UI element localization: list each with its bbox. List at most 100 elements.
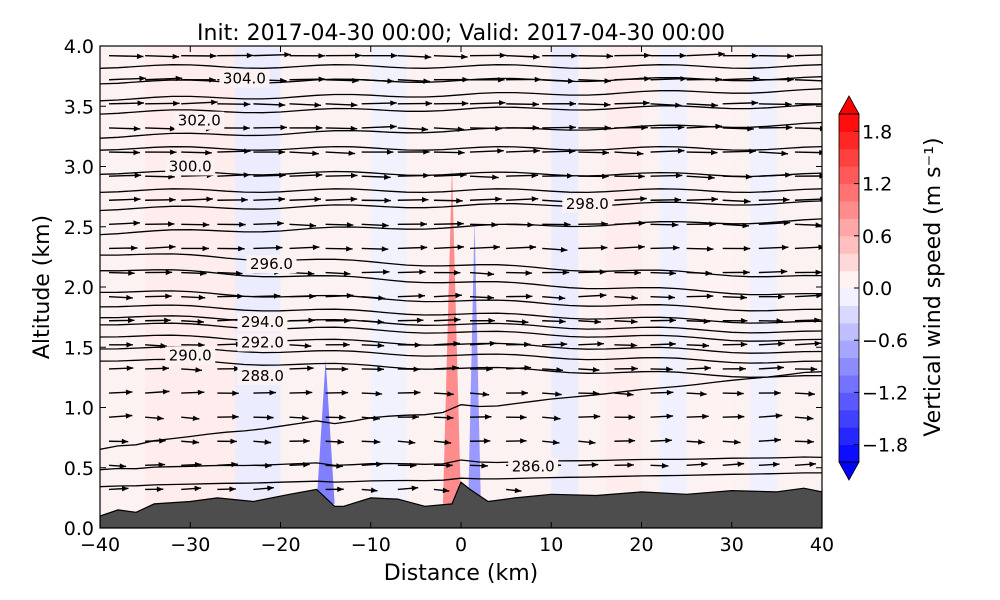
wind-vector xyxy=(361,269,390,275)
wind-vector xyxy=(217,390,239,396)
wind-vector xyxy=(686,196,719,203)
wind-vector xyxy=(433,391,454,397)
isentrope-line xyxy=(100,269,822,296)
wind-vector xyxy=(109,125,141,132)
wind-vector xyxy=(217,101,251,107)
isentrope-line xyxy=(100,103,822,115)
isentrope-line xyxy=(100,170,822,178)
wind-vector xyxy=(145,269,173,276)
wind-vector xyxy=(614,269,641,276)
isentrope-line xyxy=(100,290,822,312)
wind-vector xyxy=(469,391,490,397)
wind-vector xyxy=(722,390,744,397)
wind-vector xyxy=(109,100,145,106)
contour-label: 304.0 xyxy=(223,70,266,88)
contour-label: 294.0 xyxy=(241,313,284,331)
wind-vector xyxy=(217,438,237,445)
y-tick-label: 2.5 xyxy=(64,217,94,239)
colorbar: 1.8 1.2 0.6 0.0 −0.6 −1.2 −1.8 xyxy=(838,95,908,481)
wind-vector xyxy=(758,150,789,157)
wind-vector xyxy=(108,413,133,419)
plot-area: 304.0 302.0 300.0 298.0 296.0 294.0 292.0 290.0… xyxy=(100,46,822,528)
wind-vector xyxy=(578,439,596,446)
wind-vector xyxy=(542,391,562,397)
wind-vector xyxy=(325,486,344,493)
wind-vector xyxy=(145,462,166,468)
colorbar-segment xyxy=(839,235,859,254)
wind-vector xyxy=(109,149,140,156)
wind-vector xyxy=(650,317,676,324)
wind-vector xyxy=(109,53,144,60)
wind-vector xyxy=(289,244,320,251)
wind-vector xyxy=(109,270,135,276)
isentrope-line xyxy=(100,145,822,151)
wind-vector xyxy=(758,437,781,443)
wind-vector xyxy=(722,341,748,348)
wind-vector xyxy=(758,101,792,108)
colorbar-segment xyxy=(839,131,859,150)
x-tick-label: 40 xyxy=(810,534,834,556)
wind-vector xyxy=(433,269,461,276)
wind-vector xyxy=(433,244,465,250)
wind-vector xyxy=(794,269,822,276)
colorbar-tick-label: 0.6 xyxy=(862,226,892,248)
wind-vector xyxy=(794,244,822,250)
colorbar-tick-label: 1.8 xyxy=(862,121,892,143)
wind-vector xyxy=(253,124,287,131)
colorbar-segment xyxy=(839,375,859,393)
wind-vector xyxy=(253,220,284,227)
wind-vector xyxy=(614,150,644,157)
wind-vector xyxy=(614,438,636,444)
wind-vector xyxy=(145,244,176,250)
y-tick-label: 1.5 xyxy=(64,337,94,359)
wind-vector xyxy=(542,269,570,276)
colorbar-segment xyxy=(839,409,859,428)
wind-vector xyxy=(397,269,426,275)
wind-vector xyxy=(253,485,274,491)
wind-vector xyxy=(578,318,602,325)
wind-vector xyxy=(614,462,634,468)
wind-vector xyxy=(217,221,246,228)
wind-vector xyxy=(758,390,781,396)
wind-vector xyxy=(470,438,491,444)
contour-label: 292.0 xyxy=(241,333,284,351)
wind-vector xyxy=(361,149,394,155)
wind-vector xyxy=(145,486,164,493)
contour-label-bg xyxy=(562,194,613,213)
isentrope-line xyxy=(100,88,822,102)
wind-vector xyxy=(650,413,674,420)
isentrope-line xyxy=(100,315,822,334)
wind-vector xyxy=(109,172,142,179)
contour-label-bg xyxy=(237,367,288,386)
y-tick-label: 4.0 xyxy=(64,36,94,58)
wind-vector xyxy=(145,126,177,132)
wind-vector xyxy=(470,463,488,469)
wind-vector xyxy=(650,245,680,251)
vertical-wind-band xyxy=(704,46,732,528)
wind-vector xyxy=(614,100,650,106)
wind-vector xyxy=(794,366,818,372)
contour-label-bg xyxy=(508,457,559,476)
y-tick-label: 3.0 xyxy=(64,157,94,179)
x-tick-label: 10 xyxy=(539,534,563,556)
wind-vector xyxy=(469,294,494,301)
colorbar-segment xyxy=(839,392,859,411)
wind-vector xyxy=(506,172,539,179)
wind-vector xyxy=(325,125,358,132)
vertical-wind-plume xyxy=(316,359,335,504)
wind-vector xyxy=(758,341,785,347)
wind-vector xyxy=(289,196,322,203)
wind-vector xyxy=(181,149,212,156)
wind-vector xyxy=(217,486,236,492)
wind-vector xyxy=(397,439,416,445)
y-tick-label: 1.0 xyxy=(64,398,94,420)
wind-vector xyxy=(686,293,714,299)
wind-vector xyxy=(542,101,577,107)
colorbar-segment xyxy=(839,340,859,359)
wind-vector xyxy=(325,102,358,108)
wind-vector xyxy=(686,174,715,181)
isentrope-line xyxy=(100,64,822,69)
colorbar-label: Vertical wind speed (m s⁻¹) xyxy=(921,137,946,436)
wind-vector xyxy=(506,390,529,396)
contour-label: 302.0 xyxy=(178,112,221,130)
